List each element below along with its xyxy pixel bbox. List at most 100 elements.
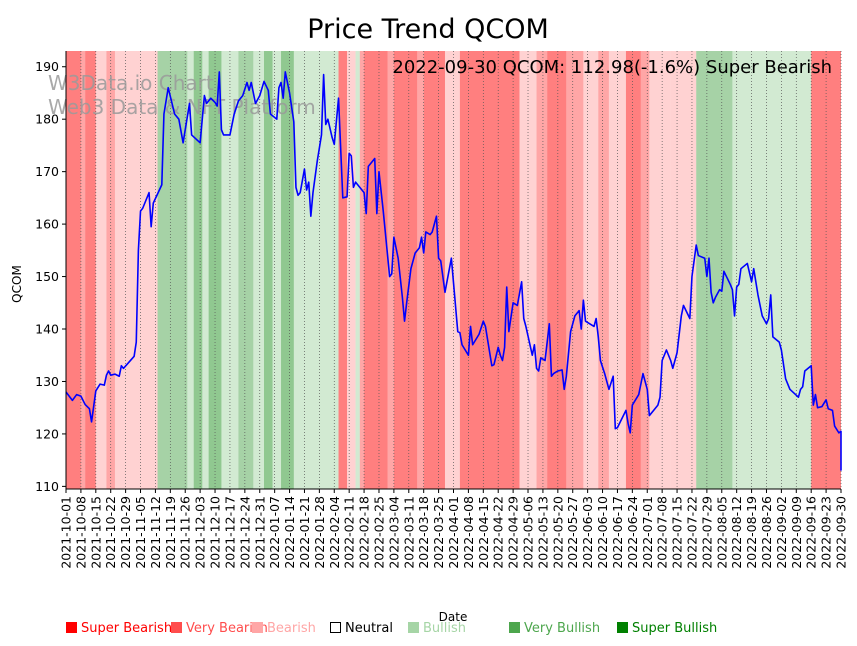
y-tick-label: 180 <box>35 112 59 127</box>
x-tick-label: 2022-01-21 <box>297 496 312 569</box>
sentiment-band-very-bullish <box>193 51 203 489</box>
x-tick-label: 2022-06-03 <box>580 496 595 569</box>
x-tick-label: 2022-03-25 <box>431 496 446 569</box>
legend-swatch-neutral <box>330 622 341 633</box>
x-tick-label: 2022-04-29 <box>506 496 521 569</box>
legend-label-very-bearish: Very Bearish <box>186 621 268 636</box>
x-tick-label: 2021-11-26 <box>178 496 193 569</box>
x-tick-label: 2021-12-17 <box>222 496 237 569</box>
sentiment-band-very-bullish <box>696 51 733 489</box>
x-tick-label: 2022-07-01 <box>640 496 655 569</box>
x-tick-label: 2022-03-18 <box>416 496 431 569</box>
x-tick-label: 2022-08-26 <box>759 496 774 569</box>
y-tick-label: 110 <box>35 479 59 494</box>
y-tick-label: 170 <box>35 164 59 179</box>
y-ticks: 110 120 130 140 150 160 170 180 190 <box>35 59 66 494</box>
x-tick-label: 2022-04-15 <box>476 496 491 569</box>
x-tick-label: 2021-12-24 <box>237 496 252 569</box>
x-tick-label: 2022-01-14 <box>282 496 297 569</box>
x-tick-label: 2021-11-12 <box>148 496 163 569</box>
sentiment-band-very-bearish <box>387 51 394 489</box>
x-tick-label: 2022-05-06 <box>521 496 536 569</box>
legend-swatch-super-bearish <box>66 622 77 633</box>
sentiment-band-very-bearish <box>359 51 365 489</box>
sentiment-band-very-bullish <box>281 51 294 489</box>
watermark-line-1: W3Data.io Chart <box>48 71 214 95</box>
x-tick-label: 2022-04-08 <box>461 496 476 569</box>
legend-item-very-bullish: Very Bullish <box>509 621 600 636</box>
y-tick-label: 160 <box>35 217 59 232</box>
x-tick-label: 2022-09-16 <box>804 496 819 569</box>
sentiment-band-super-bearish <box>459 51 520 489</box>
x-tick-label: 2021-10-22 <box>103 496 118 569</box>
x-tick-label: 2022-02-25 <box>371 496 386 569</box>
x-tick-label: 2022-07-15 <box>670 496 685 569</box>
x-tick-label: 2022-06-10 <box>595 496 610 569</box>
chart-title: Price Trend QCOM <box>307 14 549 45</box>
x-tick-label: 2022-03-11 <box>401 496 416 569</box>
sentiment-band-bearish <box>583 51 599 489</box>
legend-label-super-bullish: Super Bullish <box>632 621 718 636</box>
x-tick-label: 2022-08-12 <box>729 496 744 569</box>
legend-item-very-bearish: Very Bearish <box>171 621 268 636</box>
x-tick-label: 2021-10-15 <box>88 496 103 569</box>
legend-item-bearish: Bearish <box>252 621 316 636</box>
x-tick-label: 2021-11-05 <box>133 496 148 569</box>
x-tick-label: 2021-12-31 <box>252 496 267 569</box>
sentiment-band-super-bearish <box>338 51 348 489</box>
x-tick-label: 2022-08-05 <box>714 496 729 569</box>
x-tick-label: 2022-09-09 <box>789 496 804 569</box>
x-axis-label: Date <box>439 610 468 624</box>
x-tick-label: 2022-08-19 <box>744 496 759 569</box>
watermark-line-2: Web3 Data & NFT Platform <box>48 95 316 119</box>
sentiment-band-super-bearish <box>625 51 641 489</box>
sentiment-band-very-bearish <box>536 51 548 489</box>
sentiment-band-bullish <box>229 51 239 489</box>
sentiment-band-super-bearish <box>393 51 418 489</box>
sentiment-band-bearish <box>649 51 671 489</box>
x-ticks: 2021-10-01 2021-10-08 2021-10-15 2021-10-22… <box>59 489 849 569</box>
legend-swatch-bearish <box>252 622 263 633</box>
series-line-qcom <box>65 71 842 471</box>
sentiment-band-super-bearish <box>547 51 567 489</box>
x-tick-label: 2022-04-01 <box>446 496 461 569</box>
x-tick-label: 2022-07-22 <box>684 496 699 569</box>
legend-label-bullish: Bullish <box>423 621 467 636</box>
legend-item-super-bearish: Super Bearish <box>66 621 172 636</box>
x-tick-label: 2022-05-27 <box>565 496 580 569</box>
sentiment-band-very-bullish <box>264 51 273 489</box>
sentiment-band-very-bearish <box>417 51 424 489</box>
sentiment-band-bullish <box>253 51 305 489</box>
sentiment-band-bullish <box>355 51 360 489</box>
x-tick-label: 2021-12-10 <box>208 496 223 569</box>
sentiment-band-bullish <box>740 51 812 489</box>
sentiment-band-bearish <box>114 51 158 489</box>
x-tick-label: 2021-10-01 <box>59 496 74 569</box>
latest-price-annotation: 2022-09-30 QCOM: 112.98(-1.6%) Super Bea… <box>392 57 832 78</box>
sentiment-band-very-bullish <box>157 51 188 489</box>
x-tick-label: 2022-02-11 <box>342 496 357 569</box>
sentiment-band-bearish <box>347 51 356 489</box>
x-tick-label: 2022-02-18 <box>357 496 372 569</box>
x-tick-label: 2021-12-03 <box>193 496 208 569</box>
x-tick-label: 2022-05-20 <box>550 496 565 569</box>
x-tick-label: 2022-01-07 <box>267 496 282 569</box>
x-tick-label: 2022-06-17 <box>610 496 625 569</box>
legend-swatch-super-bullish <box>617 622 628 633</box>
sentiment-band-very-bullish <box>238 51 254 489</box>
x-tick-label: 2022-05-13 <box>535 496 550 569</box>
legend-swatch-very-bullish <box>509 622 520 633</box>
sentiment-band-very-bearish <box>566 51 584 489</box>
y-tick-label: 120 <box>35 426 59 441</box>
x-tick-label: 2022-01-28 <box>312 496 327 569</box>
legend-swatch-bullish <box>408 622 419 633</box>
sentiment-band-very-bearish <box>598 51 609 489</box>
y-tick-label: 140 <box>35 322 59 337</box>
x-tick-label: 2022-07-29 <box>699 496 714 569</box>
legend-label-bearish: Bearish <box>267 621 316 636</box>
legend-label-super-bearish: Super Bearish <box>81 621 173 636</box>
sentiment-band-super-bearish <box>66 51 81 489</box>
legend-swatch-very-bearish <box>171 622 182 633</box>
sentiment-band-bearish <box>95 51 107 489</box>
